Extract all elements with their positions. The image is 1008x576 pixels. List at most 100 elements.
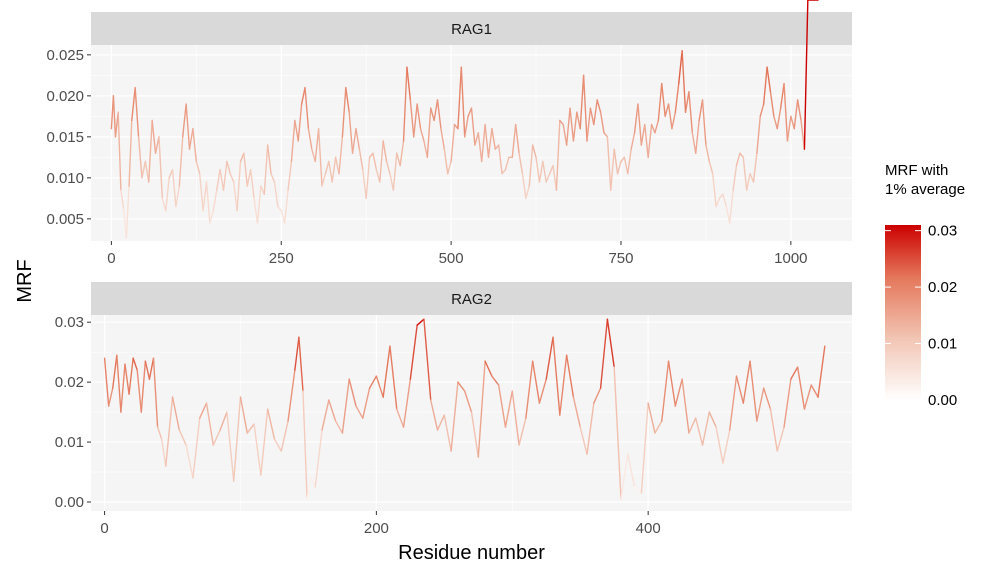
mrf-segment <box>317 127 323 187</box>
mrf-segment <box>185 444 194 479</box>
mrf-segment <box>715 426 724 464</box>
mrf-segment <box>117 111 122 191</box>
mrf-segment <box>440 127 446 150</box>
mrf-segment <box>389 173 395 191</box>
mrf-segment <box>144 160 150 183</box>
mrf-segment <box>136 369 142 413</box>
mrf-segment <box>803 384 812 410</box>
mrf-segment <box>705 144 711 163</box>
mrf-segment <box>531 360 541 404</box>
mrf-segment <box>504 390 513 428</box>
mrf-segment <box>599 318 609 389</box>
mrf-segment <box>396 408 405 428</box>
mrf-segment <box>270 173 276 183</box>
mrf-segment <box>266 144 272 175</box>
mrf-segment <box>321 399 330 431</box>
legend-tick-label: 0.00 <box>928 392 957 409</box>
mrf-segment <box>175 185 181 208</box>
mrf-segment <box>413 103 418 138</box>
mrf-segment <box>464 115 469 138</box>
mrf-segment <box>331 156 337 183</box>
panel-rag1: RAG1 0.005 0.010 0.015 0.020 0.025 0 250 500 75… <box>46 0 852 267</box>
mrf-segment <box>627 453 636 488</box>
mrf-segment <box>511 123 517 159</box>
mrf-segment <box>436 99 442 130</box>
strip-label-rag2: RAG2 <box>451 291 492 308</box>
mrf-segment <box>236 160 242 212</box>
mrf-segment <box>219 411 228 431</box>
y-tick-label: 0.025 <box>46 47 84 64</box>
y-tick-label: 0.015 <box>46 129 84 146</box>
mrf-segment <box>681 50 687 113</box>
mrf-segment <box>661 360 670 422</box>
mrf-segment <box>152 357 159 428</box>
mrf-segment <box>311 148 316 163</box>
mrf-segment <box>300 86 306 105</box>
mrf-segment <box>246 423 255 434</box>
y-tick-label: 0.020 <box>46 88 84 105</box>
mrf-segment <box>334 156 340 175</box>
mrf-segment <box>552 164 558 191</box>
mrf-segment <box>464 390 473 413</box>
mrf-segment <box>430 399 439 431</box>
mrf-segment <box>348 378 357 407</box>
mrf-segment <box>637 103 643 146</box>
mrf-segment <box>718 193 724 200</box>
mrf-segment <box>603 132 609 138</box>
mrf-segment <box>712 173 717 208</box>
mrf-segment <box>511 390 520 446</box>
mrf-segment <box>762 66 768 105</box>
mrf-segment <box>280 209 286 224</box>
y-tick-label: 0.00 <box>55 494 84 511</box>
mrf-segment <box>226 160 231 175</box>
legend-title-line-2: 1% average <box>885 181 965 198</box>
mrf-segment <box>756 387 765 422</box>
mrf-segment <box>783 378 792 428</box>
mrf-segment <box>667 103 673 130</box>
mrf-line-rag2 <box>103 318 826 500</box>
mrf-segment <box>664 103 670 118</box>
mrf-segment <box>222 160 228 191</box>
mrf-segment <box>817 345 826 398</box>
mrf-segment <box>192 417 201 479</box>
mrf-segment <box>185 103 191 150</box>
mrf-segment <box>606 136 612 191</box>
mrf-segment <box>249 168 255 200</box>
mrf-segment <box>192 127 198 163</box>
mrf-segment <box>810 384 819 398</box>
mrf-segment <box>273 438 282 452</box>
x-axis-title: Residue number <box>398 542 545 564</box>
mrf-segment <box>674 82 680 113</box>
mrf-segment <box>599 111 605 134</box>
mrf-segment <box>232 181 238 212</box>
mrf-segment <box>219 168 225 191</box>
mrf-segment <box>538 378 547 404</box>
mrf-segment <box>586 107 592 142</box>
mrf-segment <box>416 103 422 130</box>
mrf-segment <box>803 0 809 150</box>
mrf-segment <box>365 156 371 200</box>
mrf-segment <box>406 66 412 101</box>
mrf-segment <box>565 107 571 146</box>
color-legend: MRF with 1% average 0.00 0.01 0.02 0.03 <box>885 162 965 409</box>
mrf-segment <box>497 384 507 428</box>
mrf-segment <box>112 354 118 389</box>
mrf-segment <box>151 119 157 154</box>
mrf-segment <box>158 136 164 200</box>
mrf-segment <box>640 123 646 146</box>
x-tick-label: 500 <box>439 250 464 267</box>
mrf-segment <box>426 107 432 159</box>
mrf-segment <box>396 152 401 167</box>
mrf-segment <box>701 411 711 446</box>
y-axis-rag1: 0.005 0.010 0.015 0.020 0.025 <box>46 47 91 228</box>
mrf-segment <box>674 378 683 407</box>
mrf-segment <box>321 173 327 187</box>
mrf-segment <box>140 360 147 413</box>
mrf-segment <box>132 357 138 371</box>
strip-rag2 <box>91 282 852 315</box>
legend-ticks: 0.00 0.01 0.02 0.03 <box>885 223 957 409</box>
mrf-segment <box>596 99 602 113</box>
x-tick-label: 200 <box>364 520 389 537</box>
mrf-segment <box>182 103 187 138</box>
